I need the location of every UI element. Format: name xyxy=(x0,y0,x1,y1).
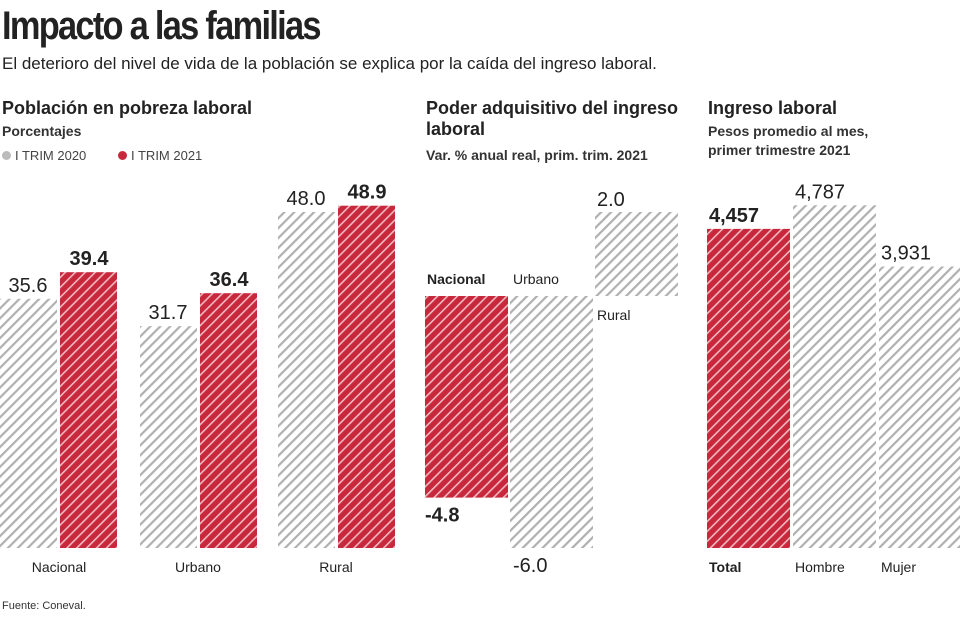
panel1-subtitle: Porcentajes xyxy=(2,123,82,139)
bar-2020-rural xyxy=(278,212,335,548)
category-label: Hombre xyxy=(795,559,845,575)
legend-2020: I TRIM 2020 xyxy=(2,148,86,163)
value-label: -4.8 xyxy=(425,505,459,527)
category-label: Rural xyxy=(319,559,352,575)
value-label-2021: 36.4 xyxy=(210,269,250,291)
bar-2021-nacional xyxy=(60,272,117,548)
legend-dot-gray xyxy=(2,151,11,160)
page-title: Impacto a las familias xyxy=(2,4,322,48)
value-label-2021: 39.4 xyxy=(70,248,110,270)
value-label-2021: 48.9 xyxy=(348,182,387,204)
bar-rural xyxy=(595,212,678,296)
legend-2021: I TRIM 2021 xyxy=(118,148,202,163)
value-label: -6.0 xyxy=(513,555,547,577)
panel2-subtitle: Var. % anual real, prim. trim. 2021 xyxy=(426,147,648,163)
category-label: Nacional xyxy=(427,271,485,287)
category-label: Total xyxy=(709,559,741,575)
value-label: 4,457 xyxy=(709,205,759,227)
bar-2021-urbano xyxy=(200,293,257,548)
bar-urbano xyxy=(510,296,593,548)
legend-label: I TRIM 2020 xyxy=(15,148,87,163)
category-label: Urbano xyxy=(513,271,559,287)
bar-2021-rural xyxy=(338,205,395,548)
value-label: 3,931 xyxy=(881,243,931,265)
panel1-title: Población en pobreza laboral xyxy=(2,98,253,118)
value-label: 4,787 xyxy=(795,181,845,203)
panel2-title: Poder adquisitivo del ingreso laboral xyxy=(426,98,679,139)
legend-label: I TRIM 2021 xyxy=(131,148,203,163)
page-subtitle: El deterioro del nivel de vida de la pob… xyxy=(2,54,657,73)
value-label-2020: 48.0 xyxy=(287,188,326,210)
bar-mujer xyxy=(879,266,960,548)
value-label: 2.0 xyxy=(597,189,625,211)
bar-total xyxy=(707,228,790,549)
panel3-title: Ingreso laboral xyxy=(708,98,838,118)
value-label-2020: 35.6 xyxy=(9,275,48,297)
panel3-subtitle: Pesos promedio al mes, primer trimestre … xyxy=(708,123,869,158)
legend-dot-red xyxy=(118,151,127,160)
category-label: Mujer xyxy=(881,559,916,575)
bar-nacional xyxy=(425,296,508,498)
category-label: Nacional xyxy=(32,559,86,575)
category-label: Urbano xyxy=(175,559,221,575)
category-label: Rural xyxy=(597,307,630,323)
bar-hombre xyxy=(793,205,876,548)
bar-2020-nacional xyxy=(0,298,57,548)
value-label-2020: 31.7 xyxy=(149,302,188,324)
source-note: Fuente: Coneval. xyxy=(2,600,86,612)
bar-2020-urbano xyxy=(140,326,197,548)
